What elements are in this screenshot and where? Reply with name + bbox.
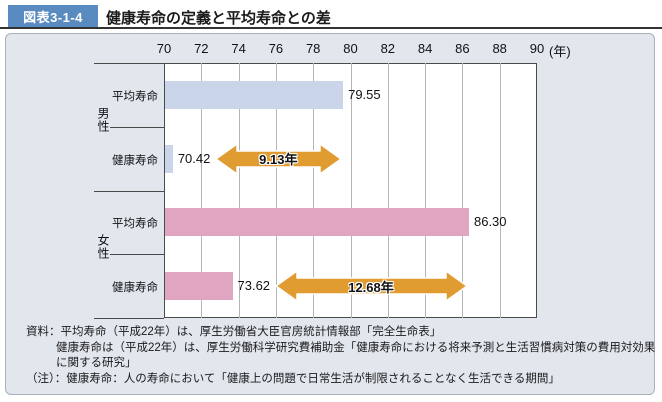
note-line-2: 健康寿命は（平成22年）は、厚生労働科学研究費補助金「健康寿命における将来予測と… [56,341,656,354]
x-axis-tick-label: 72 [194,41,209,56]
category-group-divider [94,63,164,64]
group-label-male: 男性 [96,106,110,133]
gridline [275,63,277,318]
x-axis-tick-label: 74 [231,41,246,56]
row-label-male-healthy-lifespan: 健康寿命 [112,154,158,167]
x-axis-tick-label: 70 [156,41,172,56]
row-label-female-healthy-lifespan: 健康寿命 [112,282,158,295]
gridline [499,63,501,318]
page-title: 健康寿命の定義と平均寿命との差 [106,10,331,27]
header-divider [0,27,662,29]
gap-arrow-female: 12.68年 [274,268,468,304]
value-label-female-average-lifespan: 86.30 [473,214,507,230]
gridline [350,63,352,318]
bar-female-healthy-lifespan [165,272,233,301]
gridline [462,63,464,318]
value-label-male-healthy-lifespan: 70.42 [177,150,211,166]
x-axis-tick-label: 82 [380,41,396,56]
bar-male-healthy-lifespan [165,144,173,173]
x-axis-unit-label: (年) [549,44,571,59]
value-label-female-healthy-lifespan: 73.62 [237,278,271,294]
x-axis-tick-label: 90 [529,41,545,56]
row-label-male-average-lifespan: 平均寿命 [112,90,158,103]
bar-male-average-lifespan [165,80,344,109]
note-line-4: （注）：健康寿命：人の寿命において「健康上の問題で日常生活が制限されることなく生… [26,373,560,386]
category-sub-divider [110,254,164,256]
gridline [201,63,203,318]
x-axis-tick-label: 86 [455,41,470,56]
value-label-male-average-lifespan: 79.55 [348,86,381,102]
x-axis-tick-label: 76 [268,41,284,56]
figure-number-badge: 図表3-1-4 [8,5,98,27]
gap-value-label-female: 12.68年 [348,279,394,295]
category-group-divider [94,190,164,192]
group-label-female: 女性 [96,234,110,261]
gridline [238,63,240,318]
chart-panel: (年) 70 72 74 76 78 80 82 84 86 88 90 男性 平均寿命 79.55 健康寿… [5,33,655,395]
x-axis-tick-label: 84 [417,41,433,56]
gridline [387,63,389,318]
bar-female-average-lifespan [165,208,469,237]
gridline [313,63,315,318]
gridline [425,63,427,318]
x-axis-tick-label: 78 [305,41,321,56]
note-line-3: に関する研究」 [56,357,137,370]
gap-arrow-male: 9.13年 [215,141,342,177]
source-notes: 資料：平均寿命（平成22年）は、厚生労働省大臣官房統計情報部「完全生命表」健康寿… [26,325,656,388]
x-axis-tick-label: 80 [343,41,358,56]
category-group-divider [94,318,164,319]
double-arrow-icon [274,270,468,302]
category-sub-divider [110,126,164,128]
x-axis-tick-label: 88 [492,41,507,56]
note-line-1: 資料：平均寿命（平成22年）は、厚生労働省大臣官房統計情報部「完全生命表」 [26,326,442,338]
gap-value-label-male: 9.13年 [259,152,298,168]
double-arrow-icon [215,142,342,175]
row-label-female-average-lifespan: 平均寿命 [112,218,158,231]
